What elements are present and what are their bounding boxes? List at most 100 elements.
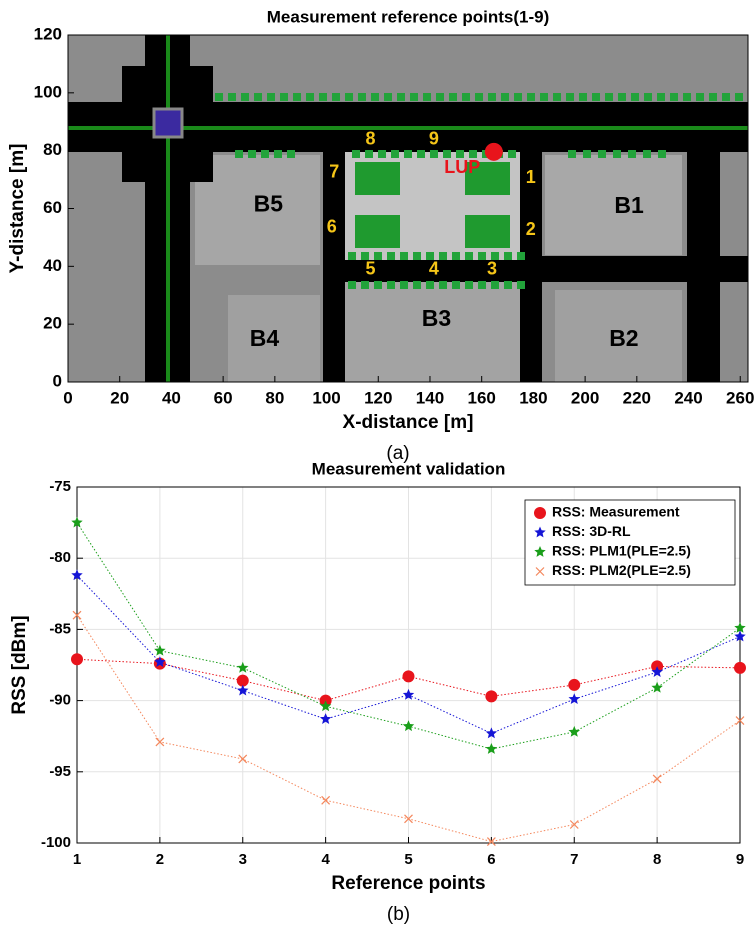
tree-dot [449,93,457,101]
tree-dot [504,252,512,260]
tree-dot [345,93,353,101]
marker [568,693,580,704]
marker-stroke [238,754,248,764]
tree-dot [613,150,621,158]
annotation: 3 [487,259,497,279]
marker [734,630,746,642]
marker [534,526,546,538]
legend-box [524,499,736,586]
tree-dot [430,150,438,158]
marker-stroke [72,610,82,620]
annotation: B2 [609,325,638,351]
marker [237,684,249,696]
annotation: 9 [429,129,439,149]
tree-dot [475,93,483,101]
tree-dot [387,281,395,289]
building [545,155,682,255]
road [520,152,542,382]
tree-dot [658,150,666,158]
marker [402,720,415,732]
marker [651,666,663,677]
tree-dot [374,252,382,260]
tree-dot [215,93,223,101]
marker [155,737,165,747]
annotation: B4 [250,325,280,351]
building [345,282,520,382]
road [323,152,345,382]
x-tick-label: 60 [214,388,233,407]
building [555,290,682,382]
tree-dot [352,150,360,158]
x-tick-label: 2 [156,851,164,868]
tree-dot [491,281,499,289]
tree-dot [413,252,421,260]
tree-dot [423,93,431,101]
tree-dot [491,252,499,260]
road-line [68,126,748,130]
marker [568,725,580,737]
y-tick-label: 0 [53,371,62,390]
tree-dot [598,150,606,158]
x-tick-label: 220 [623,388,651,407]
tree-dot [540,93,548,101]
annotation: 1 [526,167,536,187]
tree-dot [274,150,282,158]
y-axis-label: Y-distance [m] [7,144,28,274]
legend-label: RSS: 3D-RL [552,523,631,539]
tree-patch [355,162,400,195]
marker [485,690,498,703]
legend-label: RSS: Measurement [552,504,680,520]
x-tick-label: 1 [73,851,81,868]
tree-dot [439,252,447,260]
y-tick-label: 120 [34,24,62,43]
tree-dot [592,93,600,101]
marker [535,567,545,576]
x-tick-label: 7 [570,851,578,868]
marker [319,713,332,724]
tree-dot [391,150,399,158]
x-tick-label: 3 [239,851,247,868]
legend-label: RSS: PLM1(PLE=2.5) [552,543,691,559]
tree-dot [413,281,421,289]
tree-dot [501,93,509,101]
tree-dot [631,93,639,101]
marker [735,716,745,725]
tree-dot [384,93,392,101]
road [345,260,520,282]
marker [154,656,166,667]
tree-dot [348,281,356,289]
x-tick-label: 160 [468,388,496,407]
tree-dot [465,281,473,289]
tree-dot [553,93,561,101]
tree-dot [657,93,665,101]
y-tick-label: -100 [41,834,71,851]
building [195,155,320,265]
annotation: LUP [444,157,480,177]
tree-dot [643,150,651,158]
x-tick-label: 240 [674,388,702,407]
tree-dot [426,252,434,260]
x-tick-label: 4 [321,851,330,868]
tree-dot [378,150,386,158]
tree-dot [293,93,301,101]
y-tick-label: 20 [43,314,62,333]
marker [734,661,746,674]
annotation: 4 [429,259,439,279]
tree-dot [456,150,464,158]
x-tick-label: 9 [736,851,744,868]
annotation: 2 [526,219,536,239]
tree-dot [504,281,512,289]
map-background [68,35,748,382]
tree-dot [452,252,460,260]
x-tick-label: 0 [63,388,72,407]
y-tick-label: -95 [49,763,71,780]
marker-stroke [486,837,496,847]
x-tick-label: 80 [265,388,284,407]
marker [404,814,413,824]
tree-dot [404,150,412,158]
tree-dot [566,93,574,101]
marker [485,727,498,739]
tree-dot [365,150,373,158]
